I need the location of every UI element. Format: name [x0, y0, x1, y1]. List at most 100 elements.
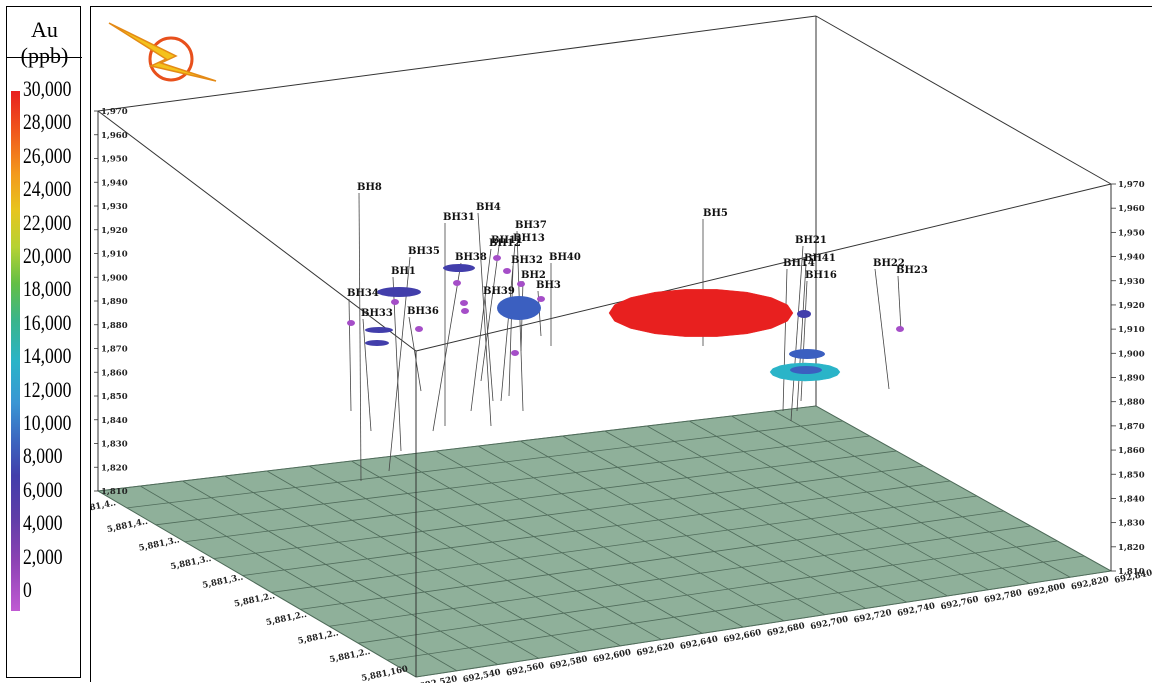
au-anomaly: [896, 326, 904, 332]
legend-tick-label: 14,000: [23, 343, 72, 369]
floor-grid-line: [300, 510, 1004, 610]
y-tick-label: 5,881,4..: [91, 498, 117, 516]
floor-grid-line: [477, 445, 785, 622]
x-tick-label: 692,820: [1070, 575, 1110, 593]
au-anomaly: [443, 264, 475, 272]
z-left-tick-label: 1,900: [101, 273, 128, 283]
borehole-label: BH37: [515, 220, 547, 231]
au-anomaly: [453, 280, 461, 286]
floor-grid-line: [126, 420, 843, 509]
borehole-trace: [470, 248, 492, 412]
y-tick-label: 5,881,160: [361, 664, 409, 683]
floor-grid-line: [182, 480, 498, 665]
z-right-tick-label: 1,860: [1118, 446, 1145, 456]
borehole-label: BH4: [476, 202, 501, 213]
borehole-traces: [348, 192, 902, 482]
z-right-tick-label: 1,870: [1118, 422, 1145, 432]
legend-tick-label: 28,000: [23, 109, 72, 135]
z-left-tick-label: 1,880: [101, 321, 128, 331]
borehole-label: BH8: [357, 182, 382, 193]
floor-grid-line: [773, 410, 1071, 578]
z-right-tick-label: 1,960: [1118, 204, 1145, 214]
z-left-tick-label: 1,810: [101, 487, 128, 497]
plot-area[interactable]: 1,970 1,960 1,950 1,940 1,930 1,920 1,910 1,900…: [90, 6, 1153, 683]
chart-3d-view[interactable]: 1,970 1,960 1,950 1,940 1,930 1,920 1,910 1,900…: [91, 7, 1153, 683]
z-right-tick-label: 1,910: [1118, 325, 1145, 335]
floor-grid-line: [308, 465, 621, 647]
x-tick-label: 692,580: [549, 654, 589, 672]
au-anomaly: [365, 340, 389, 346]
z-left-tick-label: 1,870: [101, 345, 128, 355]
legend-tick-label: 16,000: [23, 309, 72, 335]
anomaly-shapes: [347, 255, 904, 382]
z-left-tick-label: 1,890: [101, 297, 128, 307]
floor-grid-line: [387, 555, 1085, 661]
z-right-tick-label: 1,930: [1118, 277, 1145, 287]
z-right-tick-label: 1,880: [1118, 398, 1145, 408]
borehole-trace: [516, 230, 524, 412]
borehole-label: BH5: [703, 208, 728, 219]
legend-tick-label: 18,000: [23, 276, 72, 302]
legend-tick-label: 8,000: [23, 443, 63, 469]
z-right-tick-label: 1,890: [1118, 374, 1145, 384]
au-anomaly: [503, 268, 511, 274]
borehole-trace: [477, 212, 492, 427]
z-right-tick-label: 1,820: [1118, 543, 1145, 553]
z-right-tick-label: 1,950: [1118, 228, 1145, 238]
au-anomaly: [537, 296, 545, 302]
z-left-tick-label: 1,950: [101, 155, 128, 165]
borehole-label: BH13: [513, 233, 545, 244]
legend-tick-label: 20,000: [23, 243, 72, 268]
x-tick-label: 692,620: [636, 641, 676, 659]
floor-grid-line: [184, 450, 897, 543]
x-tick-label: 692,680: [766, 621, 806, 639]
borehole-label: BH34: [347, 288, 379, 299]
y-tick-label: 5,881,2..: [297, 628, 340, 646]
logo-circle: [148, 36, 194, 82]
floor-grid-line: [731, 415, 1030, 584]
floor-grid-line: [266, 470, 580, 653]
z-right-tick-label: 1,970: [1118, 180, 1145, 190]
x-tick-label: 692,520: [419, 674, 459, 683]
z-left-tick-label: 1,960: [101, 131, 128, 141]
logo-arrow: [108, 22, 217, 82]
floor-grid-line: [520, 440, 826, 615]
legend-tick-label: 12,000: [23, 376, 72, 402]
x-tick-label: 692,660: [723, 628, 763, 646]
legend-tick-label: 26,000: [23, 142, 72, 168]
borehole-label: BH22: [873, 258, 905, 269]
x-tick-label: 692,560: [505, 661, 545, 679]
legend-tick-label: 30,000: [23, 76, 72, 101]
legend-divider: [7, 57, 82, 58]
legend-tick-label: 22,000: [23, 209, 72, 235]
borehole-trace: [796, 263, 807, 412]
floor-grid-line: [155, 435, 870, 526]
z-left-tick-label: 1,910: [101, 250, 128, 260]
borehole-label: BH40: [549, 252, 581, 263]
au-anomaly: [415, 326, 423, 332]
borehole-label: BH21: [795, 235, 827, 246]
color-legend: Au (ppb) 30,000 28,000 26,000 24,000 22,000 2…: [6, 6, 82, 678]
borehole-trace: [358, 192, 362, 482]
floor-grid-line: [604, 430, 907, 603]
borehole-label: BH16: [805, 270, 837, 281]
z-left-tick-label: 1,840: [101, 416, 128, 426]
au-anomaly: [391, 299, 399, 305]
y-tick-label: 5,881,2..: [329, 647, 372, 665]
au-anomaly: [347, 320, 355, 326]
y-tick-label: 5,881,3..: [138, 535, 181, 553]
au-anomaly: [493, 255, 501, 261]
z-right-tick-label: 1,850: [1118, 470, 1145, 480]
borehole-trace: [480, 245, 500, 382]
borehole-trace: [362, 318, 372, 432]
au-anomaly: [790, 366, 822, 374]
au-anomaly: [497, 296, 541, 320]
z-right-tick-label: 1,900: [1118, 349, 1145, 359]
borehole-label: BH33: [361, 308, 393, 319]
z-left-tick-label: 1,820: [101, 463, 128, 473]
floor-grid-line: [646, 425, 948, 597]
z-left-tick-label: 1,850: [101, 392, 128, 402]
z-right-tick-label: 1,840: [1118, 494, 1145, 504]
floor-grid-line: [435, 450, 744, 628]
